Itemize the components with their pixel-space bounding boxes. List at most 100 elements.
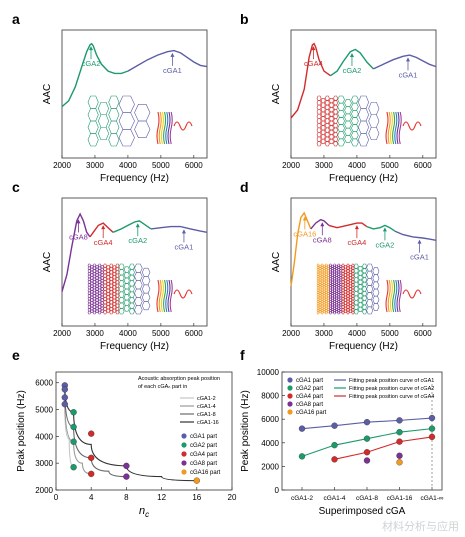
fit-curve-cGA4 (334, 436, 433, 460)
honeycomb-cell (331, 296, 334, 300)
panel-f: 0 2000 4000 6000 8000 10000 cGA1-2 cGA1-4 cGA1-8… (240, 368, 444, 517)
y-tick-label: 8000 (261, 392, 279, 401)
honeycomb-cell (115, 273, 120, 278)
honeycomb-cell (90, 298, 94, 302)
honeycomb-cell (348, 298, 353, 302)
honeycomb-cell (98, 299, 102, 304)
sound-wave-tail (173, 289, 193, 299)
honeycomb-cell (324, 104, 330, 110)
honeycomb-cell (333, 100, 338, 106)
honeycomb-cell (346, 308, 350, 312)
honeycomb-cell (316, 277, 320, 281)
honeycomb-cell (316, 295, 320, 299)
honeycomb-cell (95, 292, 99, 297)
honeycomb-cell (335, 264, 338, 268)
honeycomb-cell (324, 109, 330, 115)
honeycomb-cell (87, 310, 91, 315)
honeycomb-cell (109, 277, 114, 281)
honeycomb-cell (320, 120, 326, 126)
honeycomb-cell (327, 276, 330, 280)
honeycomb-cell (337, 306, 341, 310)
honeycomb-cell (316, 300, 320, 303)
x-tick-label: 6000 (185, 329, 203, 338)
honeycomb-cell (115, 297, 120, 301)
honeycomb-cell (353, 268, 359, 274)
annotation-label: cGA1 (399, 70, 418, 79)
honeycomb-cell (109, 310, 114, 315)
legend-label: cGA2 part (296, 386, 323, 392)
honeycomb-cell (322, 298, 326, 302)
honeycomb-cell (333, 270, 336, 274)
honeycomb-cell (324, 268, 328, 272)
honeycomb-cell (362, 286, 367, 292)
honeycomb-cell (329, 277, 332, 281)
honeycomb-cell (118, 308, 125, 315)
honeycomb-cell (87, 280, 91, 284)
annotation-arrowhead (354, 225, 359, 230)
annotation-arrowhead (311, 46, 316, 51)
legend-label: cGA16 part (190, 470, 221, 476)
honeycomb-cell (316, 286, 320, 290)
honeycomb-cell (92, 310, 97, 315)
x-tick-label: 5000 (152, 161, 170, 170)
honeycomb-cell (100, 276, 104, 280)
honeycomb-cell (118, 291, 125, 298)
honeycomb-cell (98, 288, 102, 293)
annotation-label: cGA2 (376, 240, 395, 249)
honeycomb-cell (109, 290, 114, 295)
sound-wave-line (163, 111, 167, 145)
honeycomb-cell (335, 278, 338, 282)
honeycomb-cell (331, 303, 334, 307)
honeycomb-cell (348, 273, 353, 277)
honeycomb-cell (341, 297, 345, 301)
honeycomb-cell (339, 276, 343, 280)
honeycomb-cell (343, 267, 348, 272)
honeycomb-cell (112, 308, 117, 313)
honeycomb-cell (95, 298, 99, 302)
honeycomb-cell (353, 263, 359, 269)
honeycomb-cell (333, 136, 338, 142)
data-point-cGA16 (396, 459, 403, 466)
honeycomb-cell (327, 303, 330, 307)
legend-label: cGA4 part (296, 394, 323, 400)
honeycomb-cell (351, 131, 359, 140)
honeycomb-cell (343, 298, 348, 302)
panel-label-e: e (12, 347, 20, 363)
honeycomb-cell (109, 283, 114, 288)
data-point-cGA1 (331, 422, 338, 429)
series-cGA2-line (330, 48, 374, 77)
x-tick-label: 3000 (86, 161, 104, 170)
honeycomb-cell (331, 273, 334, 277)
honeycomb-cell (335, 271, 338, 275)
x-tick-label: 4000 (119, 161, 137, 170)
honeycomb-cell (324, 265, 328, 269)
plot-frame (61, 29, 208, 159)
honeycomb-cell (343, 301, 348, 305)
fit-curve-cGA1-4 (64, 397, 92, 475)
y-tick-label: 2000 (35, 486, 53, 495)
honeycomb-cell (341, 294, 345, 298)
honeycomb-cell (320, 281, 324, 285)
honeycomb-cell (318, 271, 322, 275)
x-axis-label: Frequency (Hz) (100, 173, 169, 184)
honeycomb-cell (92, 291, 97, 295)
honeycomb-cell (98, 302, 102, 306)
honeycomb-cell (339, 296, 343, 300)
honeycomb-cell (337, 297, 341, 301)
honeycomb-cell (343, 278, 348, 283)
sound-wave-line (389, 111, 393, 145)
honeycomb-cell (112, 272, 117, 276)
honeycomb-cell (322, 285, 326, 289)
honeycomb-cell (362, 295, 367, 301)
honeycomb-cell (339, 285, 343, 289)
honeycomb-cell (351, 263, 355, 268)
legend-marker (181, 469, 187, 475)
honeycomb-cell (118, 95, 135, 113)
panel-label-d: d (240, 179, 249, 195)
honeycomb-cell (316, 268, 320, 272)
honeycomb-cell (100, 298, 104, 302)
annotation-label: cGA2 (82, 59, 101, 68)
honeycomb-cell (331, 287, 334, 291)
honeycomb-cell (331, 276, 334, 280)
honeycomb-cell (115, 290, 120, 295)
